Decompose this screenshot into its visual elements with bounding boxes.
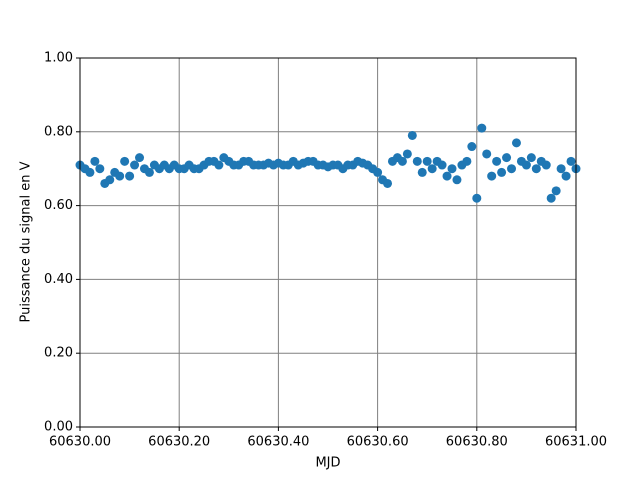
plot-frame: [79, 57, 577, 428]
point: [482, 149, 492, 159]
y-axis-label: Puissance du signal en V: [19, 161, 34, 322]
point: [541, 160, 551, 170]
point: [90, 156, 100, 166]
point: [566, 156, 576, 166]
x-tick-label: 60630.60: [347, 435, 409, 450]
point: [526, 153, 536, 163]
y-tick-label: 0.40: [44, 272, 73, 287]
point: [402, 149, 412, 159]
point: [502, 153, 512, 163]
point: [546, 193, 556, 203]
point: [477, 123, 487, 133]
point: [556, 164, 566, 174]
point: [214, 160, 224, 170]
point: [551, 186, 561, 196]
point: [531, 164, 541, 174]
point: [130, 160, 140, 170]
point: [447, 164, 457, 174]
point: [437, 160, 447, 170]
point: [462, 156, 472, 166]
point: [561, 171, 571, 181]
point: [452, 175, 462, 185]
point: [397, 156, 407, 166]
point: [85, 167, 95, 177]
point: [507, 164, 517, 174]
point: [467, 142, 477, 152]
y-tick-label: 1.00: [44, 51, 73, 66]
point: [472, 193, 482, 203]
point: [497, 167, 507, 177]
point: [521, 160, 531, 170]
x-tick-label: 60630.80: [446, 435, 508, 450]
point: [442, 171, 452, 181]
point: [422, 156, 432, 166]
y-tick-label: 0.60: [44, 198, 73, 213]
y-tick-label: 0.00: [44, 420, 73, 435]
point: [105, 175, 115, 185]
point: [135, 153, 145, 163]
point: [417, 167, 427, 177]
point: [125, 171, 135, 181]
x-axis-label: MJD: [315, 456, 340, 471]
point: [492, 156, 502, 166]
point: [95, 164, 105, 174]
point: [144, 167, 154, 177]
point: [487, 171, 497, 181]
y-tick-label: 0.20: [44, 346, 73, 361]
x-tick-label: 60631.00: [545, 435, 607, 450]
point: [383, 178, 393, 188]
x-tick-label: 60630.20: [148, 435, 210, 450]
x-tick-label: 60630.40: [247, 435, 309, 450]
point: [115, 171, 125, 181]
point: [427, 164, 437, 174]
point: [412, 156, 422, 166]
x-tick-label: 60630.00: [49, 435, 111, 450]
point: [373, 167, 383, 177]
point: [511, 138, 521, 148]
point: [120, 156, 130, 166]
y-tick-label: 0.80: [44, 124, 73, 139]
point: [407, 130, 417, 140]
